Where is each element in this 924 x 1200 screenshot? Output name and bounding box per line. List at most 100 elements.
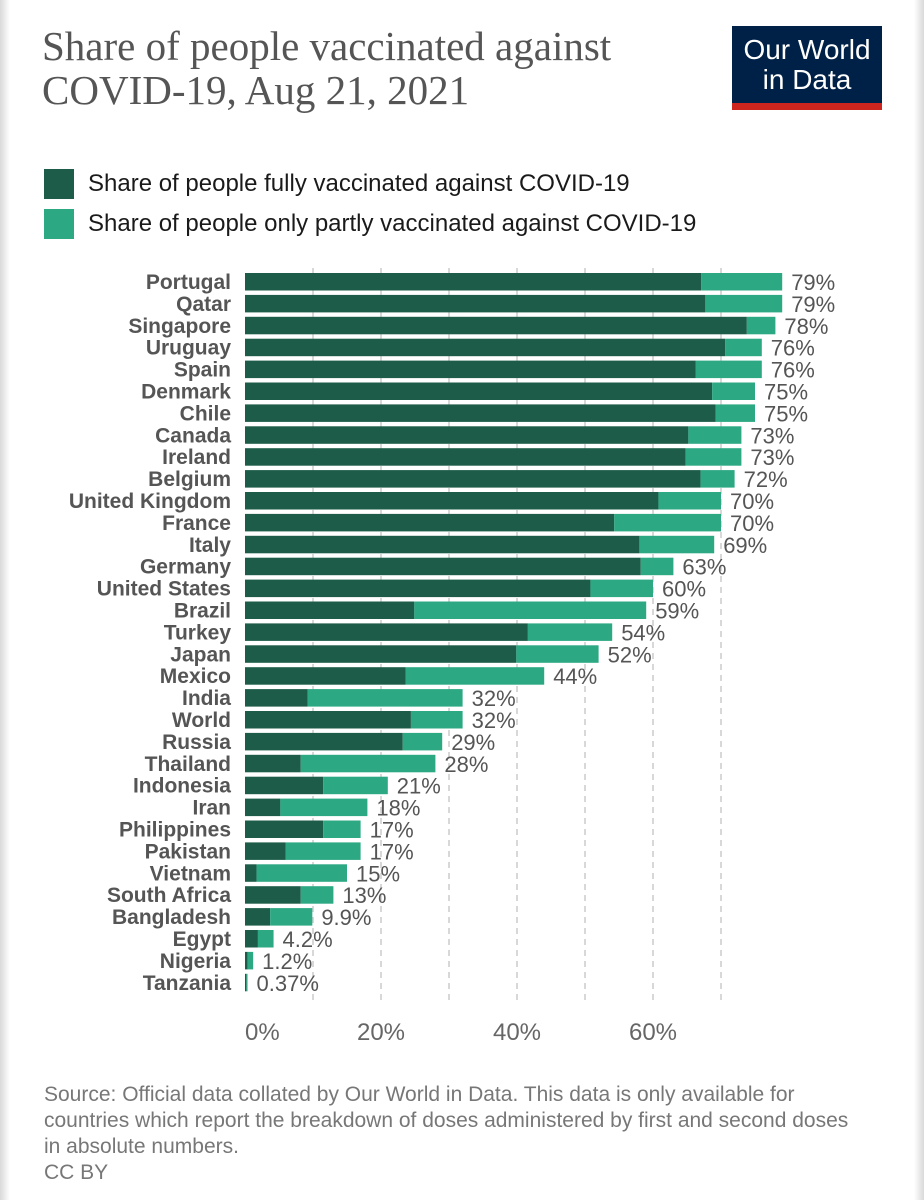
x-tick-label: 40% bbox=[493, 1019, 541, 1046]
category-label: Pakistan bbox=[145, 840, 231, 863]
value-label: 44% bbox=[553, 664, 597, 689]
bar-fully-qatar bbox=[245, 294, 706, 313]
value-label: 18% bbox=[376, 796, 420, 821]
category-label: Bangladesh bbox=[112, 906, 231, 929]
category-label: Mexico bbox=[160, 665, 231, 688]
category-label: Belgium bbox=[148, 468, 231, 491]
bar-partly-ireland bbox=[685, 448, 742, 466]
bar-partly-turkey bbox=[527, 623, 613, 641]
value-label: 72% bbox=[744, 467, 788, 492]
value-label: 75% bbox=[764, 401, 808, 426]
bars bbox=[245, 273, 783, 992]
bar-partly-belgium bbox=[700, 470, 735, 488]
category-label: Vietnam bbox=[150, 862, 231, 885]
category-label: Uruguay bbox=[146, 337, 232, 360]
bar-fully-portugal bbox=[245, 273, 702, 291]
category-label: Canada bbox=[155, 424, 231, 447]
bar-fully-singapore bbox=[245, 316, 747, 335]
logo-line-1: Our World bbox=[743, 34, 871, 65]
bar-fully-germany bbox=[245, 557, 641, 576]
value-label: 52% bbox=[608, 642, 652, 667]
value-label: 73% bbox=[750, 445, 794, 470]
bar-partly-mexico bbox=[405, 667, 545, 685]
category-label: Russia bbox=[162, 731, 231, 754]
value-label: 70% bbox=[730, 489, 774, 514]
category-label: Tanzania bbox=[143, 972, 232, 995]
bar-partly-france bbox=[614, 513, 721, 532]
bar-partly-south-africa bbox=[300, 886, 334, 904]
value-label: 29% bbox=[451, 730, 495, 755]
bar-fully-nigeria bbox=[245, 951, 248, 970]
category-label: France bbox=[162, 512, 231, 535]
value-label: 60% bbox=[662, 577, 706, 602]
page-edge-right bbox=[914, 0, 924, 1200]
owid-logo[interactable]: Our World in Data bbox=[732, 26, 882, 110]
bar-fully-philippines bbox=[245, 820, 324, 838]
bar-partly-italy bbox=[639, 535, 715, 554]
category-label: India bbox=[182, 687, 231, 710]
value-label: 76% bbox=[771, 358, 815, 383]
category-label: United Kingdom bbox=[69, 490, 231, 513]
value-label: 59% bbox=[655, 599, 699, 624]
bar-fully-south-africa bbox=[245, 886, 301, 904]
bar-chart: 0% 20% 40% 60% Portugal 79% Qatar 79% Singapore 7… bbox=[69, 268, 835, 1046]
bar-partly-denmark bbox=[712, 382, 755, 400]
bar-fully-united-kingdom bbox=[245, 492, 659, 510]
bar-fully-uruguay bbox=[245, 338, 726, 357]
bar-fully-turkey bbox=[245, 623, 528, 641]
value-label: 13% bbox=[342, 883, 386, 908]
category-label: United States bbox=[97, 578, 231, 601]
bar-partly-uruguay bbox=[725, 338, 762, 357]
category-label: South Africa bbox=[107, 884, 231, 907]
value-label: 76% bbox=[771, 336, 815, 361]
value-label: 69% bbox=[723, 533, 767, 558]
bar-partly-world bbox=[410, 711, 463, 729]
bar-fully-spain bbox=[245, 360, 696, 379]
bar-partly-india bbox=[307, 689, 463, 707]
value-label: 79% bbox=[791, 270, 835, 295]
bar-fully-mexico bbox=[245, 667, 406, 685]
category-label: Nigeria bbox=[160, 950, 232, 973]
bar-partly-spain bbox=[695, 360, 762, 379]
bar-fully-denmark bbox=[245, 382, 713, 400]
value-label: 79% bbox=[791, 292, 835, 317]
license-note: CC BY bbox=[44, 1161, 109, 1184]
page-edge-left bbox=[0, 0, 10, 1200]
category-label: Brazil bbox=[174, 600, 231, 623]
bar-fully-brazil bbox=[245, 601, 415, 619]
bar-fully-japan bbox=[245, 645, 517, 663]
bar-partly-chile bbox=[715, 404, 755, 422]
bar-partly-iran bbox=[280, 798, 368, 817]
category-label: Qatar bbox=[176, 293, 231, 316]
bar-fully-bangladesh bbox=[245, 908, 271, 926]
bar-partly-canada bbox=[688, 426, 742, 444]
value-label: 78% bbox=[784, 314, 828, 339]
value-label: 17% bbox=[370, 839, 414, 864]
value-label: 54% bbox=[621, 620, 665, 645]
bar-fully-france bbox=[245, 513, 615, 532]
category-label: Japan bbox=[170, 643, 231, 666]
bar-partly-singapore bbox=[746, 316, 776, 335]
legend-swatch-partly bbox=[44, 209, 74, 239]
bar-partly-indonesia bbox=[323, 776, 388, 795]
category-label: Germany bbox=[140, 556, 231, 579]
bar-fully-egypt bbox=[245, 930, 258, 948]
category-label: Spain bbox=[174, 359, 231, 382]
category-label: Indonesia bbox=[133, 775, 231, 798]
category-label: Philippines bbox=[119, 819, 231, 842]
bar-fully-iran bbox=[245, 798, 281, 817]
legend-label-partly: Share of people only partly vaccinated a… bbox=[88, 210, 697, 237]
category-label: Turkey bbox=[164, 621, 232, 644]
bar-partly-portugal bbox=[701, 273, 783, 291]
bar-partly-thailand bbox=[300, 754, 436, 773]
category-label: Iran bbox=[192, 797, 231, 820]
bar-partly-bangladesh bbox=[270, 908, 313, 926]
category-label: Portugal bbox=[146, 271, 231, 294]
bar-fully-ireland bbox=[245, 448, 686, 466]
value-label: 63% bbox=[682, 555, 726, 580]
category-label: Italy bbox=[189, 534, 231, 557]
value-label: 32% bbox=[472, 686, 516, 711]
category-label: Chile bbox=[180, 402, 231, 425]
bar-partly-egypt bbox=[257, 930, 274, 948]
